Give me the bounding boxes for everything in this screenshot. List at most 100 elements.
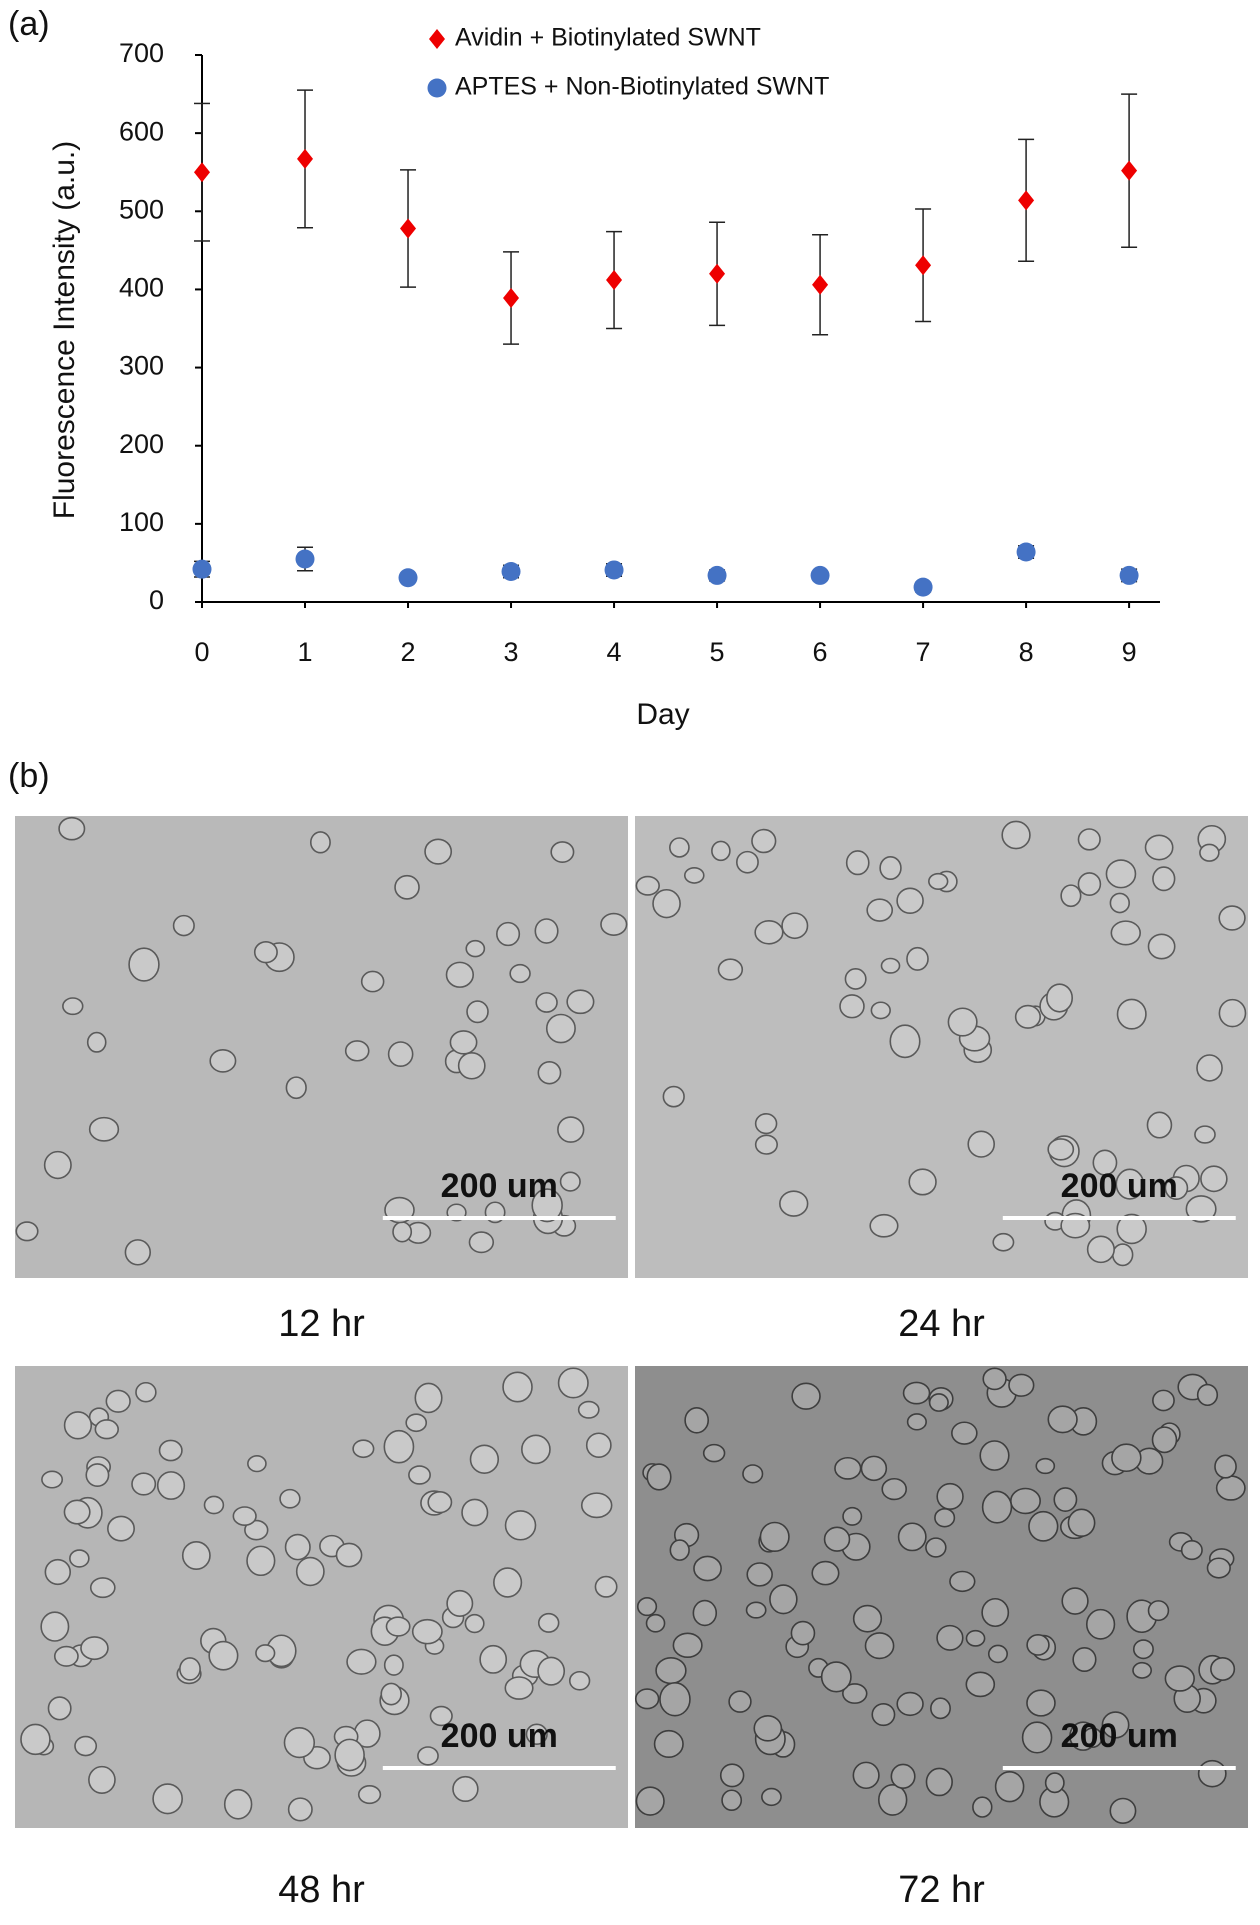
cell xyxy=(769,1584,798,1615)
cell xyxy=(1115,1168,1145,1200)
cell xyxy=(925,1767,953,1797)
cell xyxy=(728,1690,752,1713)
cell xyxy=(107,1515,135,1542)
cell xyxy=(63,1499,91,1525)
cell xyxy=(635,875,660,896)
cell xyxy=(928,1393,949,1412)
cell xyxy=(1109,1797,1137,1825)
cell xyxy=(1152,866,1176,892)
cell xyxy=(128,947,160,982)
cell xyxy=(493,1567,523,1598)
cell xyxy=(545,1013,576,1044)
cell xyxy=(287,1797,313,1822)
cell xyxy=(89,1577,116,1599)
point xyxy=(501,562,521,582)
cell xyxy=(47,1696,72,1721)
cell xyxy=(255,1644,276,1663)
cell xyxy=(842,1683,868,1704)
cell xyxy=(135,1381,157,1403)
cell xyxy=(897,1522,927,1552)
cell xyxy=(94,1419,119,1440)
cell xyxy=(870,1001,891,1020)
cell xyxy=(74,1735,98,1757)
cell xyxy=(352,1439,375,1459)
cell xyxy=(246,1545,276,1577)
point xyxy=(709,263,726,284)
cell xyxy=(1077,828,1101,851)
cell xyxy=(736,850,759,874)
y-axis-title: Fluorescence Intensity (a.u.) xyxy=(48,141,81,520)
point xyxy=(606,270,623,291)
cell xyxy=(411,1618,443,1645)
cell xyxy=(1185,1195,1217,1223)
cell xyxy=(693,1555,722,1582)
cell xyxy=(405,1413,428,1433)
cell xyxy=(466,1000,489,1024)
cell xyxy=(745,1601,767,1619)
point xyxy=(1016,542,1036,562)
caption: 24 hr xyxy=(898,1303,985,1345)
cell xyxy=(951,1421,978,1445)
cell xyxy=(1218,905,1246,931)
cell xyxy=(469,1444,500,1474)
cell xyxy=(392,1221,413,1243)
cell xyxy=(557,1116,585,1143)
cell xyxy=(124,1239,152,1266)
cell xyxy=(845,850,870,876)
legend-label: Avidin + Biotinylated SWNT xyxy=(455,24,761,52)
cell xyxy=(1047,1405,1078,1434)
cell xyxy=(779,1190,809,1217)
cell xyxy=(534,918,559,944)
cell xyxy=(1197,1759,1227,1788)
cell xyxy=(981,1490,1013,1524)
cell xyxy=(860,1455,888,1482)
cell xyxy=(504,1510,537,1541)
cell xyxy=(965,1671,996,1698)
cell xyxy=(247,1455,267,1473)
point xyxy=(913,577,933,597)
cell xyxy=(1014,1004,1041,1029)
cell xyxy=(1194,1125,1216,1144)
cell xyxy=(636,1597,658,1617)
point xyxy=(1018,190,1035,211)
cell xyxy=(537,1612,560,1633)
cell xyxy=(877,1783,908,1816)
cell xyxy=(1200,1165,1228,1193)
cell xyxy=(906,1413,927,1431)
cell xyxy=(1028,1510,1059,1542)
cell xyxy=(982,1367,1007,1391)
cell xyxy=(669,1539,690,1561)
cell xyxy=(1072,1647,1097,1673)
cell xyxy=(568,1670,591,1691)
cell xyxy=(719,1763,745,1788)
cell xyxy=(1215,1475,1246,1501)
cell xyxy=(566,989,595,1015)
legend-marker xyxy=(427,78,447,98)
x-tick-label: 8 xyxy=(1019,637,1034,667)
cell xyxy=(852,1604,883,1633)
cell xyxy=(1046,983,1074,1013)
cell xyxy=(88,1116,120,1142)
cell xyxy=(449,1030,478,1055)
caption: 48 hr xyxy=(278,1869,365,1911)
cell xyxy=(1146,1111,1173,1139)
micrograph-image xyxy=(15,816,628,1278)
cell xyxy=(981,1597,1010,1628)
point xyxy=(812,274,829,295)
cell xyxy=(1164,1176,1189,1200)
micrograph: 200 um xyxy=(15,1366,628,1828)
cell xyxy=(1026,1689,1056,1717)
micrograph: 200 um xyxy=(635,816,1248,1278)
cell xyxy=(334,1738,365,1772)
cell xyxy=(1116,998,1147,1030)
cell xyxy=(1035,1457,1056,1475)
cell xyxy=(790,1620,816,1646)
cell xyxy=(1061,1587,1089,1615)
cell xyxy=(972,1796,993,1818)
panel-label: (b) xyxy=(8,757,50,795)
cell xyxy=(820,1661,852,1693)
point xyxy=(810,565,830,585)
cell xyxy=(1001,820,1031,850)
cell xyxy=(936,1482,964,1510)
cell xyxy=(759,1521,790,1553)
